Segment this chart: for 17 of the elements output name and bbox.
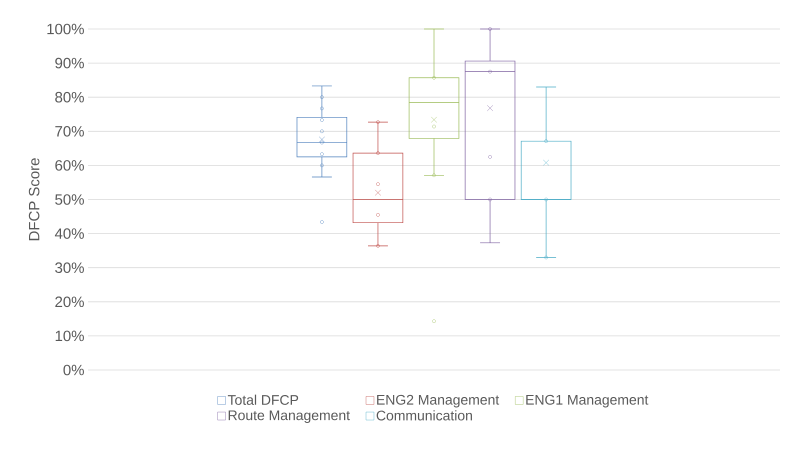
- legend-label: Communication: [376, 410, 472, 420]
- y-tick-label: 10%: [56, 330, 84, 342]
- y-tick-label: 70%: [55, 126, 84, 137]
- legend-label: Total DFCP: [228, 394, 298, 405]
- y-tick-label: 50%: [55, 194, 84, 205]
- legend-label: ENG2 Management: [377, 394, 500, 408]
- y-axis-title: DFCP Score: [28, 158, 40, 240]
- y-tick-label: 20%: [55, 296, 84, 308]
- y-tick-label: 0%: [63, 364, 84, 376]
- legend-label: ENG1 Management: [526, 394, 648, 408]
- legend-label: Route Management: [228, 410, 350, 423]
- y-tick-label: 80%: [55, 92, 84, 102]
- y-tick-label: 100%: [47, 24, 84, 34]
- y-tick-label: 90%: [55, 58, 84, 68]
- y-tick-label: 40%: [54, 228, 84, 239]
- y-tick-label: 30%: [55, 262, 84, 273]
- y-tick-label: 60%: [55, 160, 84, 171]
